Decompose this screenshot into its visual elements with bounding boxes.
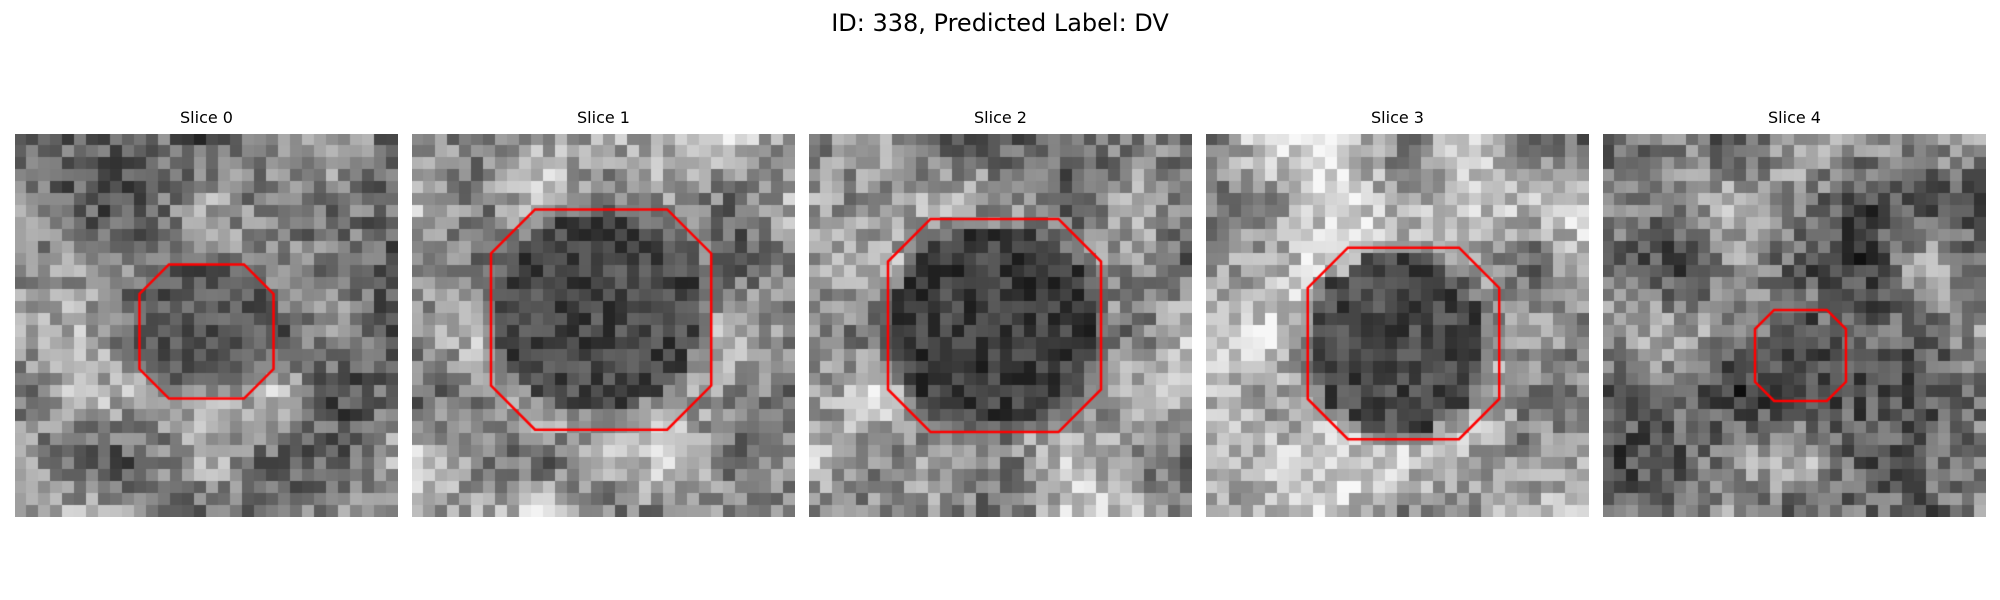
slice-title: Slice 1 <box>577 108 630 127</box>
slice-title: Slice 2 <box>974 108 1027 127</box>
slice-title: Slice 0 <box>180 108 233 127</box>
slice-panel-2: Slice 2 <box>809 108 1192 517</box>
slice-image-3 <box>1206 134 1589 517</box>
slice-image-0 <box>15 134 398 517</box>
slice-title: Slice 4 <box>1768 108 1821 127</box>
slice-title: Slice 3 <box>1371 108 1424 127</box>
slice-panel-3: Slice 3 <box>1206 108 1589 517</box>
slice-image-1 <box>412 134 795 517</box>
figure-title: ID: 338, Predicted Label: DV <box>831 9 1169 37</box>
slice-panel-4: Slice 4 <box>1603 108 1986 517</box>
slice-panel-0: Slice 0 <box>15 108 398 517</box>
slice-image-4 <box>1603 134 1986 517</box>
slice-panel-1: Slice 1 <box>412 108 795 517</box>
slice-image-2 <box>809 134 1192 517</box>
